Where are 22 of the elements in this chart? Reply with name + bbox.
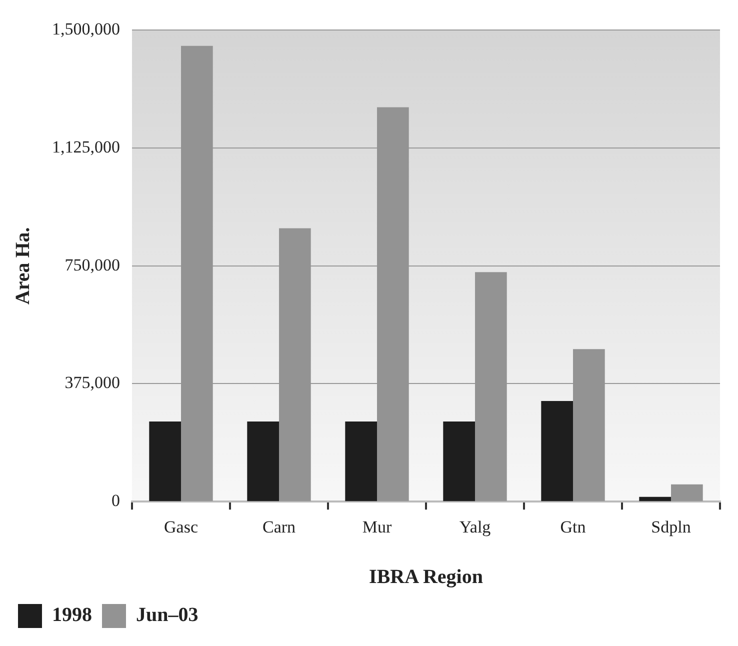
- bar: [345, 421, 377, 502]
- x-tick-label: Carn: [262, 517, 296, 536]
- y-tick-label: 375,000: [64, 373, 120, 392]
- x-tick-label: Yalg: [459, 517, 492, 536]
- y-axis-title: Area Ha.: [12, 227, 34, 305]
- bar: [671, 484, 703, 502]
- y-tick-label: 1,125,000: [52, 138, 120, 157]
- legend-label: Jun–03: [136, 604, 198, 626]
- x-tick-label: Sdpln: [651, 517, 692, 536]
- y-tick-label: 1,500,000: [52, 20, 120, 39]
- bar: [247, 421, 279, 502]
- legend-label: 1998: [52, 604, 92, 626]
- y-tick-label: 0: [112, 491, 120, 510]
- y-tick-label: 750,000: [64, 255, 120, 274]
- bar: [443, 421, 475, 502]
- bar: [639, 496, 671, 502]
- bar: [541, 401, 573, 502]
- x-axis-title: IBRA Region: [369, 566, 483, 588]
- x-tick-label: Gasc: [164, 517, 198, 536]
- bar: [149, 421, 181, 502]
- x-tick-label: Mur: [362, 517, 392, 536]
- x-tick-label: Gtn: [560, 517, 586, 536]
